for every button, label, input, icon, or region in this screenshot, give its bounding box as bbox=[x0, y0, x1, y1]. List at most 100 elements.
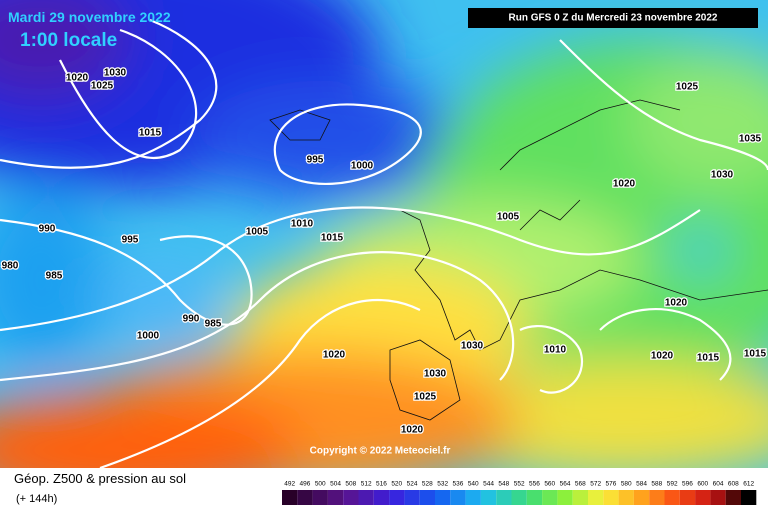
isobar-label: 1020 bbox=[323, 350, 346, 361]
isobar-label: 1030 bbox=[104, 68, 127, 79]
legend-lead: (+ 144h) bbox=[16, 493, 57, 505]
scale-label: 516 bbox=[376, 481, 387, 488]
scale-swatch bbox=[465, 490, 481, 505]
isobar-label: 1005 bbox=[497, 212, 520, 223]
isobar-label: 1015 bbox=[139, 128, 162, 139]
copyright: Copyright © 2022 Meteociel.fr bbox=[310, 446, 451, 457]
scale-swatch bbox=[526, 490, 543, 505]
scale-label: 532 bbox=[437, 481, 448, 488]
isobar-label: 1030 bbox=[711, 170, 734, 181]
scale-label: 528 bbox=[422, 481, 433, 488]
isobar-label: 1015 bbox=[321, 233, 344, 244]
scale-label: 576 bbox=[606, 481, 617, 488]
isobar-label: 1000 bbox=[137, 331, 160, 342]
scale-swatch bbox=[695, 490, 711, 505]
scale-label: 556 bbox=[529, 481, 540, 488]
scale-swatch bbox=[649, 490, 665, 505]
scale-label: 596 bbox=[682, 481, 693, 488]
scale-swatch bbox=[618, 490, 634, 505]
isobar-label: 1020 bbox=[401, 425, 424, 436]
scale-swatch bbox=[419, 490, 435, 505]
scale-label: 552 bbox=[514, 481, 525, 488]
isobar-label: 1030 bbox=[461, 341, 484, 352]
isobar-label: 990 bbox=[39, 224, 56, 235]
isobar-label: 1010 bbox=[544, 345, 567, 356]
scale-swatch bbox=[725, 490, 741, 505]
date: Mardi 29 novembre 2022 bbox=[8, 9, 171, 25]
scale-label: 520 bbox=[391, 481, 402, 488]
scale-swatch bbox=[282, 490, 298, 505]
scale-label: 504 bbox=[330, 481, 341, 488]
scale-label: 568 bbox=[575, 481, 586, 488]
scale-label: 604 bbox=[713, 481, 724, 488]
scale-label: 584 bbox=[636, 481, 647, 488]
scale-swatch bbox=[496, 490, 512, 505]
scale-swatch bbox=[358, 490, 374, 505]
scale-swatch bbox=[710, 490, 726, 505]
scale-label: 540 bbox=[468, 481, 479, 488]
scale-swatch bbox=[542, 490, 558, 505]
isobar-label: 985 bbox=[205, 319, 222, 330]
scale-label: 512 bbox=[361, 481, 372, 488]
scale-label: 560 bbox=[544, 481, 555, 488]
isobar-label: 1035 bbox=[739, 134, 762, 145]
scale-label: 536 bbox=[453, 481, 464, 488]
scale-label: 580 bbox=[621, 481, 632, 488]
isobar-label: 1000 bbox=[351, 161, 374, 172]
time: 1:00 locale bbox=[20, 30, 117, 51]
scale-label: 524 bbox=[407, 481, 418, 488]
scale-label: 564 bbox=[560, 481, 571, 488]
scale-label: 600 bbox=[697, 481, 708, 488]
isobar-label: 980 bbox=[2, 261, 19, 272]
scale-swatch bbox=[572, 490, 588, 505]
scale-swatch bbox=[633, 490, 650, 505]
scale-label: 492 bbox=[284, 481, 295, 488]
isobar-label: 1020 bbox=[665, 298, 688, 309]
scale-swatch bbox=[480, 490, 497, 505]
isobar-label: 1025 bbox=[414, 392, 437, 403]
isobar-label: 1020 bbox=[613, 179, 636, 190]
scale-label: 592 bbox=[667, 481, 678, 488]
scale-swatch bbox=[435, 490, 451, 505]
scale-label: 588 bbox=[651, 481, 662, 488]
scale-swatch bbox=[327, 490, 344, 505]
scale-label: 612 bbox=[743, 481, 754, 488]
scale-swatch bbox=[373, 490, 390, 505]
scale-swatch bbox=[404, 490, 420, 505]
scale-label: 544 bbox=[483, 481, 494, 488]
scale-swatch bbox=[343, 490, 359, 505]
isobar-label: 990 bbox=[183, 314, 200, 325]
scale-swatch bbox=[741, 490, 757, 505]
scale-label: 500 bbox=[315, 481, 326, 488]
scale-label: 608 bbox=[728, 481, 739, 488]
color-scale: 492 496 500 504 508 512 516 520 524 528 532 536 540 5… bbox=[282, 481, 757, 505]
scale-swatch bbox=[389, 490, 405, 505]
isobar-label: 1015 bbox=[744, 349, 767, 360]
scale-swatch bbox=[603, 490, 619, 505]
isobar-label: 1025 bbox=[91, 81, 114, 92]
scale-label: 508 bbox=[345, 481, 356, 488]
isobar-label: 995 bbox=[307, 155, 324, 166]
isobar-labels: 1020 1030 1025 1015 995 1000 1005 1010 1015 990 99… bbox=[0, 66, 767, 437]
scale-label: 496 bbox=[300, 481, 311, 488]
isobar-label: 1015 bbox=[697, 353, 720, 364]
isobar-label: 1030 bbox=[424, 369, 447, 380]
isobar-label: 1020 bbox=[66, 73, 89, 84]
legend-title: Géop. Z500 & pression au sol bbox=[14, 471, 186, 486]
isobar-label: 1005 bbox=[246, 227, 269, 238]
isobar-label: 1010 bbox=[291, 219, 314, 230]
scale-swatch bbox=[297, 490, 313, 505]
scale-swatch bbox=[588, 490, 604, 505]
isobar-label: 1025 bbox=[676, 82, 699, 93]
run: Run GFS 0 Z du Mercredi 23 novembre 2022 bbox=[509, 13, 718, 24]
scale-swatch bbox=[557, 490, 573, 505]
isobar-label: 1020 bbox=[651, 351, 674, 362]
scale-label: 572 bbox=[590, 481, 601, 488]
scale-swatch bbox=[312, 490, 328, 505]
isobar-label: 985 bbox=[46, 271, 63, 282]
scale-swatch bbox=[679, 490, 696, 505]
scale-swatch bbox=[511, 490, 527, 505]
isobar-label: 995 bbox=[122, 235, 139, 246]
